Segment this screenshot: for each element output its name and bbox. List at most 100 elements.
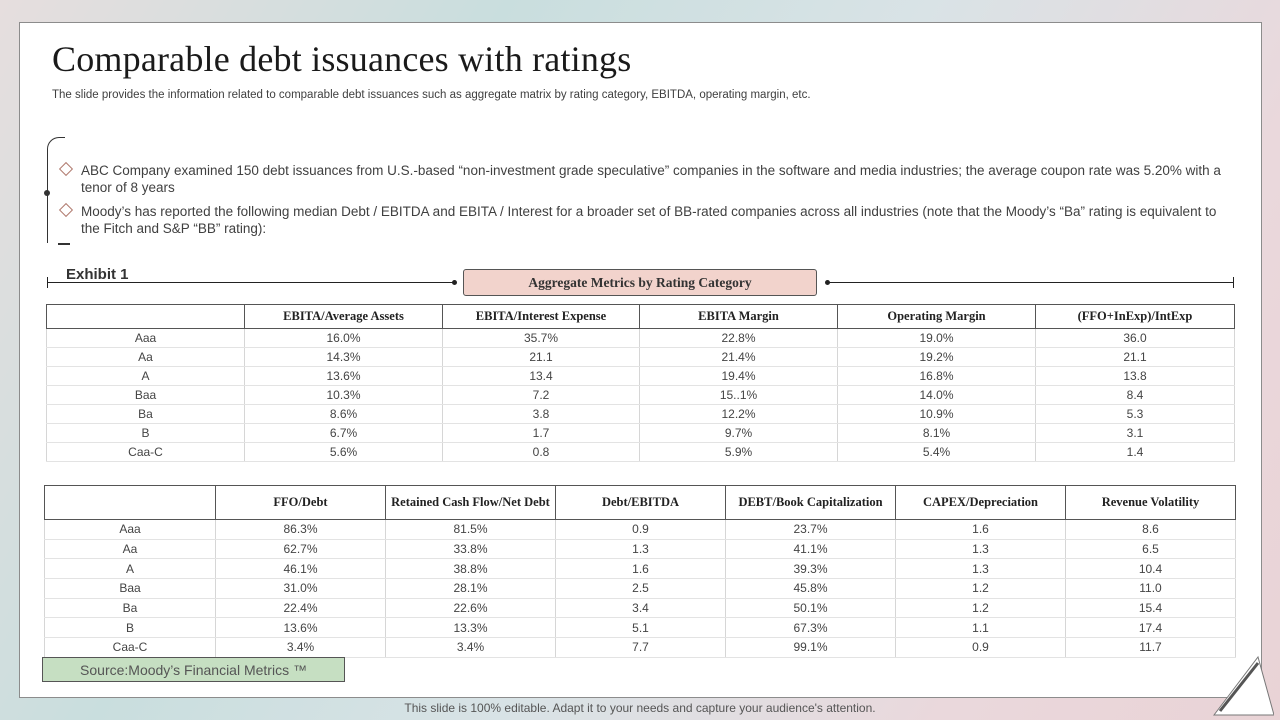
value-cell: 19.0% — [837, 328, 1036, 348]
value-cell: 12.2% — [639, 404, 838, 424]
table-row: Aa 62.7% 33.8% 1.3 41.1% 1.3 6.5 — [44, 539, 1236, 560]
rule-right — [827, 282, 1234, 283]
page-title: Comparable debt issuances with ratings — [52, 39, 632, 79]
column-header: EBITA/Average Assets — [244, 304, 443, 329]
value-cell: 35.7% — [442, 328, 640, 348]
value-cell: 22.4% — [215, 598, 386, 619]
value-cell: 8.6 — [1065, 519, 1236, 540]
rating-cell: A — [44, 558, 216, 580]
value-cell: 3.8 — [442, 404, 640, 424]
value-cell: 62.7% — [215, 539, 386, 560]
footer-note: This slide is 100% editable. Adapt it to… — [404, 701, 876, 715]
value-cell: 1.6 — [895, 519, 1066, 540]
value-cell: 39.3% — [725, 558, 896, 580]
value-cell: 1.3 — [895, 539, 1066, 560]
rule-dot-left — [452, 280, 457, 285]
value-cell: 1.1 — [895, 617, 1066, 639]
value-cell: 36.0 — [1035, 328, 1235, 348]
value-cell: 5.6% — [244, 442, 443, 462]
value-cell: 19.2% — [837, 347, 1036, 367]
value-cell: 9.7% — [639, 423, 838, 443]
value-cell: 1.2 — [895, 598, 1066, 619]
value-cell: 38.8% — [385, 558, 556, 580]
table-row: B 6.7% 1.7 9.7% 8.1% 3.1 — [46, 423, 1235, 443]
value-cell: 14.3% — [244, 347, 443, 367]
bullet-text-1: ABC Company examined 150 debt issuances … — [81, 163, 1221, 195]
column-header: Retained Cash Flow/Net Debt — [385, 485, 556, 520]
column-header: CAPEX/Depreciation — [895, 485, 1066, 520]
value-cell: 22.6% — [385, 598, 556, 619]
column-header: Revenue Volatility — [1065, 485, 1236, 520]
table-header-row: FFO/Debt Retained Cash Flow/Net Debt Debt/… — [44, 485, 1236, 520]
value-cell: 6.7% — [244, 423, 443, 443]
value-cell: 13.6% — [215, 617, 386, 639]
rule-left — [47, 282, 455, 283]
value-cell: 15.4 — [1065, 598, 1236, 619]
value-cell: 21.1 — [1035, 347, 1235, 367]
value-cell: 21.1 — [442, 347, 640, 367]
column-header: DEBT/Book Capitalization — [725, 485, 896, 520]
value-cell: 3.4% — [385, 637, 556, 658]
rating-cell: B — [44, 617, 216, 639]
rating-cell: Aaa — [46, 328, 245, 348]
column-header: (FFO+InExp)/IntExp — [1035, 304, 1235, 329]
rating-cell: Caa-C — [44, 637, 216, 658]
rating-cell: Aa — [44, 539, 216, 560]
value-cell: 8.6% — [244, 404, 443, 424]
value-cell: 1.3 — [555, 539, 726, 560]
value-cell: 33.8% — [385, 539, 556, 560]
value-cell: 6.5 — [1065, 539, 1236, 560]
value-cell: 5.3 — [1035, 404, 1235, 424]
value-cell: 81.5% — [385, 519, 556, 540]
aggregate-metrics-banner: Aggregate Metrics by Rating Category — [463, 269, 817, 296]
rating-cell: B — [46, 423, 245, 443]
table-row: Caa-C 5.6% 0.8 5.9% 5.4% 1.4 — [46, 442, 1235, 462]
table-row: Baa 31.0% 28.1% 2.5 45.8% 1.2 11.0 — [44, 578, 1236, 599]
table-row: B 13.6% 13.3% 5.1 67.3% 1.1 17.4 — [44, 617, 1236, 639]
rating-cell: Ba — [46, 404, 245, 424]
value-cell: 15..1% — [639, 385, 838, 405]
column-header: Debt/EBITDA — [555, 485, 726, 520]
rating-cell: Aa — [46, 347, 245, 367]
value-cell: 3.4 — [555, 598, 726, 619]
page-subtitle: The slide provides the information relat… — [52, 89, 811, 101]
value-cell: 3.1 — [1035, 423, 1235, 443]
value-cell: 0.9 — [555, 519, 726, 540]
metrics-table-1: EBITA/Average Assets EBITA/Interest Expen… — [46, 304, 1235, 462]
rating-cell: A — [46, 366, 245, 386]
value-cell: 46.1% — [215, 558, 386, 580]
value-cell: 2.5 — [555, 578, 726, 599]
value-cell: 22.8% — [639, 328, 838, 348]
metrics-table-2: FFO/Debt Retained Cash Flow/Net Debt Debt/… — [44, 485, 1236, 658]
table-row: Caa-C 3.4% 3.4% 7.7 99.1% 0.9 11.7 — [44, 637, 1236, 658]
value-cell: 50.1% — [725, 598, 896, 619]
value-cell: 10.3% — [244, 385, 443, 405]
table-row: Ba 22.4% 22.6% 3.4 50.1% 1.2 15.4 — [44, 598, 1236, 619]
value-cell: 1.6 — [555, 558, 726, 580]
table-header-row: EBITA/Average Assets EBITA/Interest Expen… — [46, 304, 1235, 329]
rating-cell: Aaa — [44, 519, 216, 540]
value-cell: 1.4 — [1035, 442, 1235, 462]
table-row: Aaa 16.0% 35.7% 22.8% 19.0% 36.0 — [46, 328, 1235, 348]
value-cell: 5.1 — [555, 617, 726, 639]
value-cell: 23.7% — [725, 519, 896, 540]
value-cell: 16.0% — [244, 328, 443, 348]
bracket-dot — [44, 190, 50, 196]
value-cell: 16.8% — [837, 366, 1036, 386]
value-cell: 86.3% — [215, 519, 386, 540]
value-cell: 10.4 — [1065, 558, 1236, 580]
rating-cell: Caa-C — [46, 442, 245, 462]
table-row: A 46.1% 38.8% 1.6 39.3% 1.3 10.4 — [44, 558, 1236, 580]
value-cell: 17.4 — [1065, 617, 1236, 639]
value-cell: 5.9% — [639, 442, 838, 462]
value-cell: 31.0% — [215, 578, 386, 599]
column-header: EBITA/Interest Expense — [442, 304, 640, 329]
bracket-foot — [58, 243, 70, 245]
bullet-bracket — [47, 137, 65, 243]
value-cell: 45.8% — [725, 578, 896, 599]
table-row: Aaa 86.3% 81.5% 0.9 23.7% 1.6 8.6 — [44, 519, 1236, 540]
value-cell: 21.4% — [639, 347, 838, 367]
column-header — [46, 304, 245, 329]
value-cell: 13.3% — [385, 617, 556, 639]
value-cell: 0.9 — [895, 637, 1066, 658]
